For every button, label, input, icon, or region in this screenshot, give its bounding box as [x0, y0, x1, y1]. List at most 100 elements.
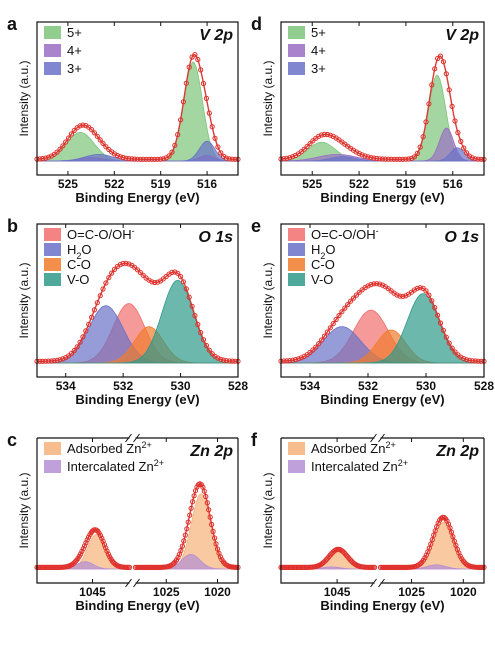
- data-point: [342, 305, 348, 311]
- plot-frame: [36, 223, 239, 378]
- data-point: [137, 156, 143, 162]
- y-axis-label: Intensity (a.u.): [17, 60, 31, 136]
- data-point: [132, 264, 138, 270]
- data-point: [301, 146, 307, 152]
- data-point: [391, 156, 397, 162]
- x-axis-label: Binding Energy (eV): [75, 190, 199, 205]
- data-point: [446, 87, 452, 93]
- data-point: [423, 288, 429, 294]
- panel-f: 1045 1025 1020 Binding Energy (eV) Intensity…: [251, 430, 487, 613]
- data-point: [359, 152, 365, 158]
- data-point: [339, 309, 345, 315]
- data-point: [290, 154, 296, 160]
- data-point: [188, 505, 194, 511]
- x-axis-label: Binding Energy (eV): [320, 190, 444, 205]
- data-point: [134, 267, 141, 273]
- data-point: [68, 131, 75, 137]
- data-markers: [132, 481, 241, 571]
- x-tick-label: 534: [56, 379, 76, 393]
- data-point: [313, 344, 319, 350]
- data-point: [371, 155, 377, 161]
- data-point: [83, 540, 89, 546]
- data-point: [200, 80, 207, 87]
- data-point: [414, 285, 420, 291]
- data-point: [181, 538, 187, 544]
- legend-swatch: [44, 62, 61, 75]
- data-point: [40, 156, 46, 162]
- legend-label: O=C-O/OH-: [311, 226, 379, 242]
- data-point: [451, 538, 457, 544]
- data-point: [191, 493, 197, 499]
- data-point: [440, 59, 446, 65]
- data-point: [448, 529, 455, 535]
- legend-label: 4+: [311, 43, 326, 58]
- data-point: [298, 355, 304, 361]
- legend: Adsorbed Zn2+ Intercalated Zn2+: [288, 440, 408, 474]
- data-point: [93, 527, 100, 533]
- legend-label: O=C-O/OH-: [67, 226, 135, 242]
- data-point: [192, 52, 198, 58]
- legend-label: H2O: [311, 242, 336, 261]
- data-markers: [377, 514, 487, 571]
- legend-swatch: [44, 273, 61, 286]
- x-tick-label: 1025: [153, 585, 180, 599]
- axis-break-mark: [370, 433, 385, 443]
- data-point: [213, 541, 219, 547]
- data-point: [397, 293, 403, 299]
- data-point: [71, 560, 77, 566]
- data-point: [371, 564, 378, 571]
- data-point: [324, 131, 330, 138]
- data-point: [347, 557, 354, 563]
- data-point: [152, 279, 158, 286]
- data-point: [339, 548, 345, 554]
- data-point: [464, 150, 470, 156]
- data-point: [206, 347, 212, 353]
- data-point: [175, 132, 181, 138]
- data-point: [100, 140, 106, 146]
- data-point: [43, 358, 49, 364]
- data-point: [212, 135, 218, 141]
- data-point: [178, 117, 184, 123]
- data-point: [333, 316, 339, 323]
- data-point: [287, 155, 293, 161]
- data-point: [83, 328, 89, 334]
- data-point: [321, 131, 328, 137]
- data-point: [94, 133, 100, 139]
- data-point: [432, 305, 438, 311]
- data-point: [91, 307, 98, 313]
- data-point: [172, 142, 178, 148]
- data-point: [114, 152, 121, 159]
- component-teal-area: [281, 293, 485, 364]
- legend-label: 5+: [311, 25, 326, 40]
- axis-break-mark: [370, 578, 385, 588]
- data-point: [63, 139, 69, 145]
- data-point: [350, 295, 357, 301]
- panel-letter: c: [7, 430, 17, 450]
- data-point: [117, 154, 123, 160]
- data-point: [319, 132, 325, 138]
- x-axis-label: Binding Energy (eV): [75, 598, 199, 613]
- axis-left-segment: [280, 438, 375, 584]
- data-point: [187, 512, 193, 518]
- data-point: [449, 103, 455, 110]
- data-point: [160, 156, 166, 162]
- data-point: [45, 154, 52, 160]
- y-axis-label: Intensity (a.u.): [261, 262, 275, 338]
- x-tick-label: 525: [302, 177, 322, 191]
- data-point: [440, 327, 446, 333]
- data-point: [365, 283, 371, 289]
- data-point: [374, 155, 380, 162]
- panel-b: 534 532 530 528 Binding Energy (eV) Intensity…: [7, 216, 248, 407]
- data-point: [316, 341, 322, 347]
- data-point: [80, 122, 86, 128]
- data-point: [198, 330, 204, 336]
- data-point: [152, 156, 158, 162]
- data-point: [287, 358, 293, 364]
- x-tick-label: 530: [416, 379, 436, 393]
- panel-title: V 2p: [199, 27, 233, 44]
- data-point: [232, 358, 238, 364]
- data-point: [394, 292, 400, 298]
- data-point: [80, 546, 86, 552]
- data-point: [60, 143, 66, 149]
